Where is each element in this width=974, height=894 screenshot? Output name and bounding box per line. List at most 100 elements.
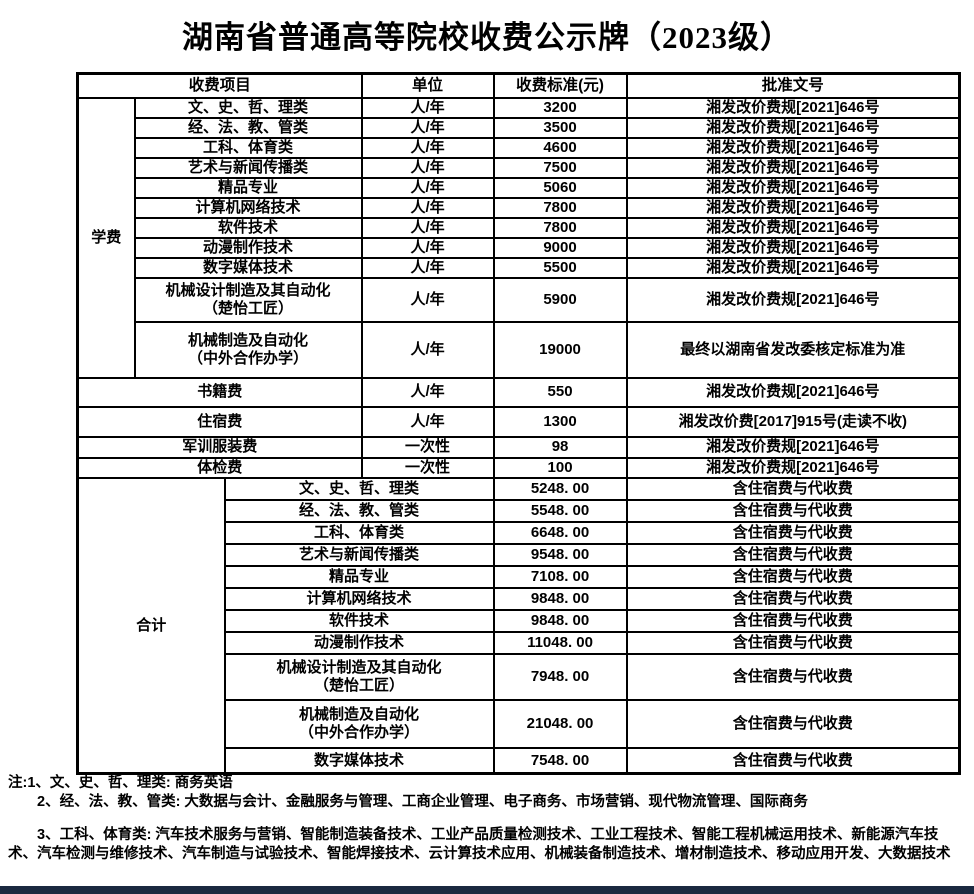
tuition-amount: 3500 — [492, 116, 628, 139]
table-row: 艺术与新闻传播类 人/年 7500 湘发改价费规[2021]646号 — [78, 156, 961, 179]
tuition-amount: 7800 — [492, 196, 628, 219]
table-row: 软件技术 9848. 00 含住宿费与代收费 — [78, 608, 961, 633]
tuition-approval: 湘发改价费规[2021]646号 — [625, 256, 961, 279]
misc-fee-label: 军训服装费 — [76, 435, 363, 459]
table-row: 工科、体育类 人/年 4600 湘发改价费规[2021]646号 — [78, 136, 961, 159]
tuition-approval: 湘发改价费规[2021]646号 — [625, 96, 961, 119]
misc-fee-unit: 人/年 — [360, 405, 495, 438]
tuition-unit: 人/年 — [360, 236, 495, 259]
table-row: 软件技术 人/年 7800 湘发改价费规[2021]646号 — [78, 216, 961, 239]
misc-fee-label: 书籍费 — [76, 376, 363, 408]
total-amount: 21048. 00 — [492, 698, 628, 749]
table-row: 艺术与新闻传播类 9548. 00 含住宿费与代收费 — [78, 542, 961, 567]
tuition-category: 艺术与新闻传播类 — [133, 156, 363, 179]
tuition-unit: 人/年 — [360, 276, 495, 323]
tuition-amount: 5900 — [492, 276, 628, 323]
header-standard: 收费标准(元) — [492, 72, 628, 99]
total-remark: 含住宿费与代收费 — [625, 698, 961, 749]
table-row: 军训服装费 一次性 98 湘发改价费规[2021]646号 — [76, 435, 961, 459]
total-amount: 7948. 00 — [492, 652, 628, 701]
bottom-navy-bar — [0, 886, 974, 894]
tuition-amount: 7800 — [492, 216, 628, 239]
table-row: 计算机网络技术 人/年 7800 湘发改价费规[2021]646号 — [78, 196, 961, 219]
total-category: 经、法、教、管类 — [223, 498, 495, 523]
misc-fee-amount: 98 — [492, 435, 628, 459]
misc-fee-unit: 人/年 — [360, 376, 495, 408]
table-row: 数字媒体技术 人/年 5500 湘发改价费规[2021]646号 — [78, 256, 961, 279]
misc-fee-approval: 湘发改价费规[2021]646号 — [625, 456, 961, 479]
table-row: 机械制造及自动化 （中外合作办学） 21048. 00 含住宿费与代收费 — [78, 698, 961, 749]
tuition-category: 经、法、教、管类 — [133, 116, 363, 139]
tuition-group-label: 学费 — [76, 96, 136, 379]
total-remark: 含住宿费与代收费 — [625, 476, 961, 501]
tuition-unit: 人/年 — [360, 256, 495, 279]
table-row: 计算机网络技术 9848. 00 含住宿费与代收费 — [78, 586, 961, 611]
table-row: 动漫制作技术 11048. 00 含住宿费与代收费 — [78, 630, 961, 655]
table-row: 数字媒体技术 7548. 00 含住宿费与代收费 — [78, 746, 961, 775]
tuition-approval: 湘发改价费规[2021]646号 — [625, 156, 961, 179]
table-row: 学费 文、史、哲、理类 人/年 3200 湘发改价费规[2021]646号 — [76, 96, 961, 379]
total-amount: 6648. 00 — [492, 520, 628, 545]
page-title: 湖南省普通高等院校收费公示牌（2023级） — [182, 20, 792, 55]
header-approval: 批准文号 — [625, 72, 961, 99]
tuition-approval: 湘发改价费规[2021]646号 — [625, 276, 961, 323]
tuition-unit: 人/年 — [360, 320, 495, 379]
total-amount: 9548. 00 — [492, 542, 628, 567]
total-category: 机械设计制造及其自动化 （楚怡工匠） — [223, 652, 495, 701]
total-amount: 7548. 00 — [492, 746, 628, 775]
tuition-unit: 人/年 — [360, 136, 495, 159]
total-category: 动漫制作技术 — [223, 630, 495, 655]
total-group-label: 合计 — [76, 476, 226, 775]
tuition-unit: 人/年 — [360, 176, 495, 199]
header-fee-item: 收费项目 — [76, 72, 363, 99]
total-category: 计算机网络技术 — [223, 586, 495, 611]
table-row: 住宿费 人/年 1300 湘发改价费[2017]915号(走读不收) — [76, 405, 961, 438]
table-row: 机械设计制造及其自动化 （楚怡工匠） 人/年 5900 湘发改价费规[2021]… — [78, 276, 961, 323]
misc-fee-unit: 一次性 — [360, 435, 495, 459]
footnote-3: 3、工科、体育类: 汽车技术服务与营销、智能制造装备技术、工业产品质量检测技术、… — [8, 827, 951, 862]
tuition-amount: 9000 — [492, 236, 628, 259]
misc-fee-label: 住宿费 — [76, 405, 363, 438]
tuition-approval: 最终以湖南省发改委核定标准为准 — [625, 320, 961, 379]
tuition-category: 软件技术 — [133, 216, 363, 239]
table-row: 体检费 一次性 100 湘发改价费规[2021]646号 — [76, 456, 961, 479]
total-category: 精品专业 — [223, 564, 495, 589]
tuition-approval: 湘发改价费规[2021]646号 — [625, 236, 961, 259]
table-row: 动漫制作技术 人/年 9000 湘发改价费规[2021]646号 — [78, 236, 961, 259]
misc-fee-approval: 湘发改价费规[2021]646号 — [625, 376, 961, 408]
tuition-amount: 5060 — [492, 176, 628, 199]
total-remark: 含住宿费与代收费 — [625, 542, 961, 567]
total-remark: 含住宿费与代收费 — [625, 630, 961, 655]
footnote-2: 2、经、法、教、管类: 大数据与会计、金融服务与管理、工商企业管理、电子商务、市… — [37, 793, 808, 810]
total-category: 艺术与新闻传播类 — [223, 542, 495, 567]
tuition-amount: 5500 — [492, 256, 628, 279]
total-category: 工科、体育类 — [223, 520, 495, 545]
tuition-unit: 人/年 — [360, 156, 495, 179]
total-remark: 含住宿费与代收费 — [625, 520, 961, 545]
total-amount: 11048. 00 — [492, 630, 628, 655]
table-row: 精品专业 7108. 00 含住宿费与代收费 — [78, 564, 961, 589]
tuition-category: 文、史、哲、理类 — [133, 96, 363, 119]
table-row: 书籍费 人/年 550 湘发改价费规[2021]646号 — [76, 376, 961, 408]
tuition-category: 机械设计制造及其自动化 （楚怡工匠） — [133, 276, 363, 323]
table-row: 机械制造及自动化 （中外合作办学） 人/年 19000 最终以湖南省发改委核定标… — [78, 320, 961, 379]
tuition-category: 精品专业 — [133, 176, 363, 199]
tuition-amount: 4600 — [492, 136, 628, 159]
total-remark: 含住宿费与代收费 — [625, 498, 961, 523]
total-amount: 5248. 00 — [492, 476, 628, 501]
tuition-unit: 人/年 — [360, 196, 495, 219]
total-amount: 5548. 00 — [492, 498, 628, 523]
total-remark: 含住宿费与代收费 — [625, 652, 961, 701]
misc-fee-approval: 湘发改价费[2017]915号(走读不收) — [625, 405, 961, 438]
total-remark: 含住宿费与代收费 — [625, 746, 961, 775]
fee-table: 收费项目 单位 收费标准(元) 批准文号 学费 文、史、哲、理类 人/年 320… — [76, 72, 962, 775]
misc-fee-amount: 1300 — [492, 405, 628, 438]
total-amount: 9848. 00 — [492, 608, 628, 633]
misc-fee-amount: 100 — [492, 456, 628, 479]
total-category: 文、史、哲、理类 — [223, 476, 495, 501]
tuition-unit: 人/年 — [360, 216, 495, 239]
footnotes: 注:1、文、史、哲、理类: 商务英语 2、经、法、教、管类: 大数据与会计、金融… — [8, 774, 966, 863]
total-category: 机械制造及自动化 （中外合作办学） — [223, 698, 495, 749]
tuition-category: 计算机网络技术 — [133, 196, 363, 219]
